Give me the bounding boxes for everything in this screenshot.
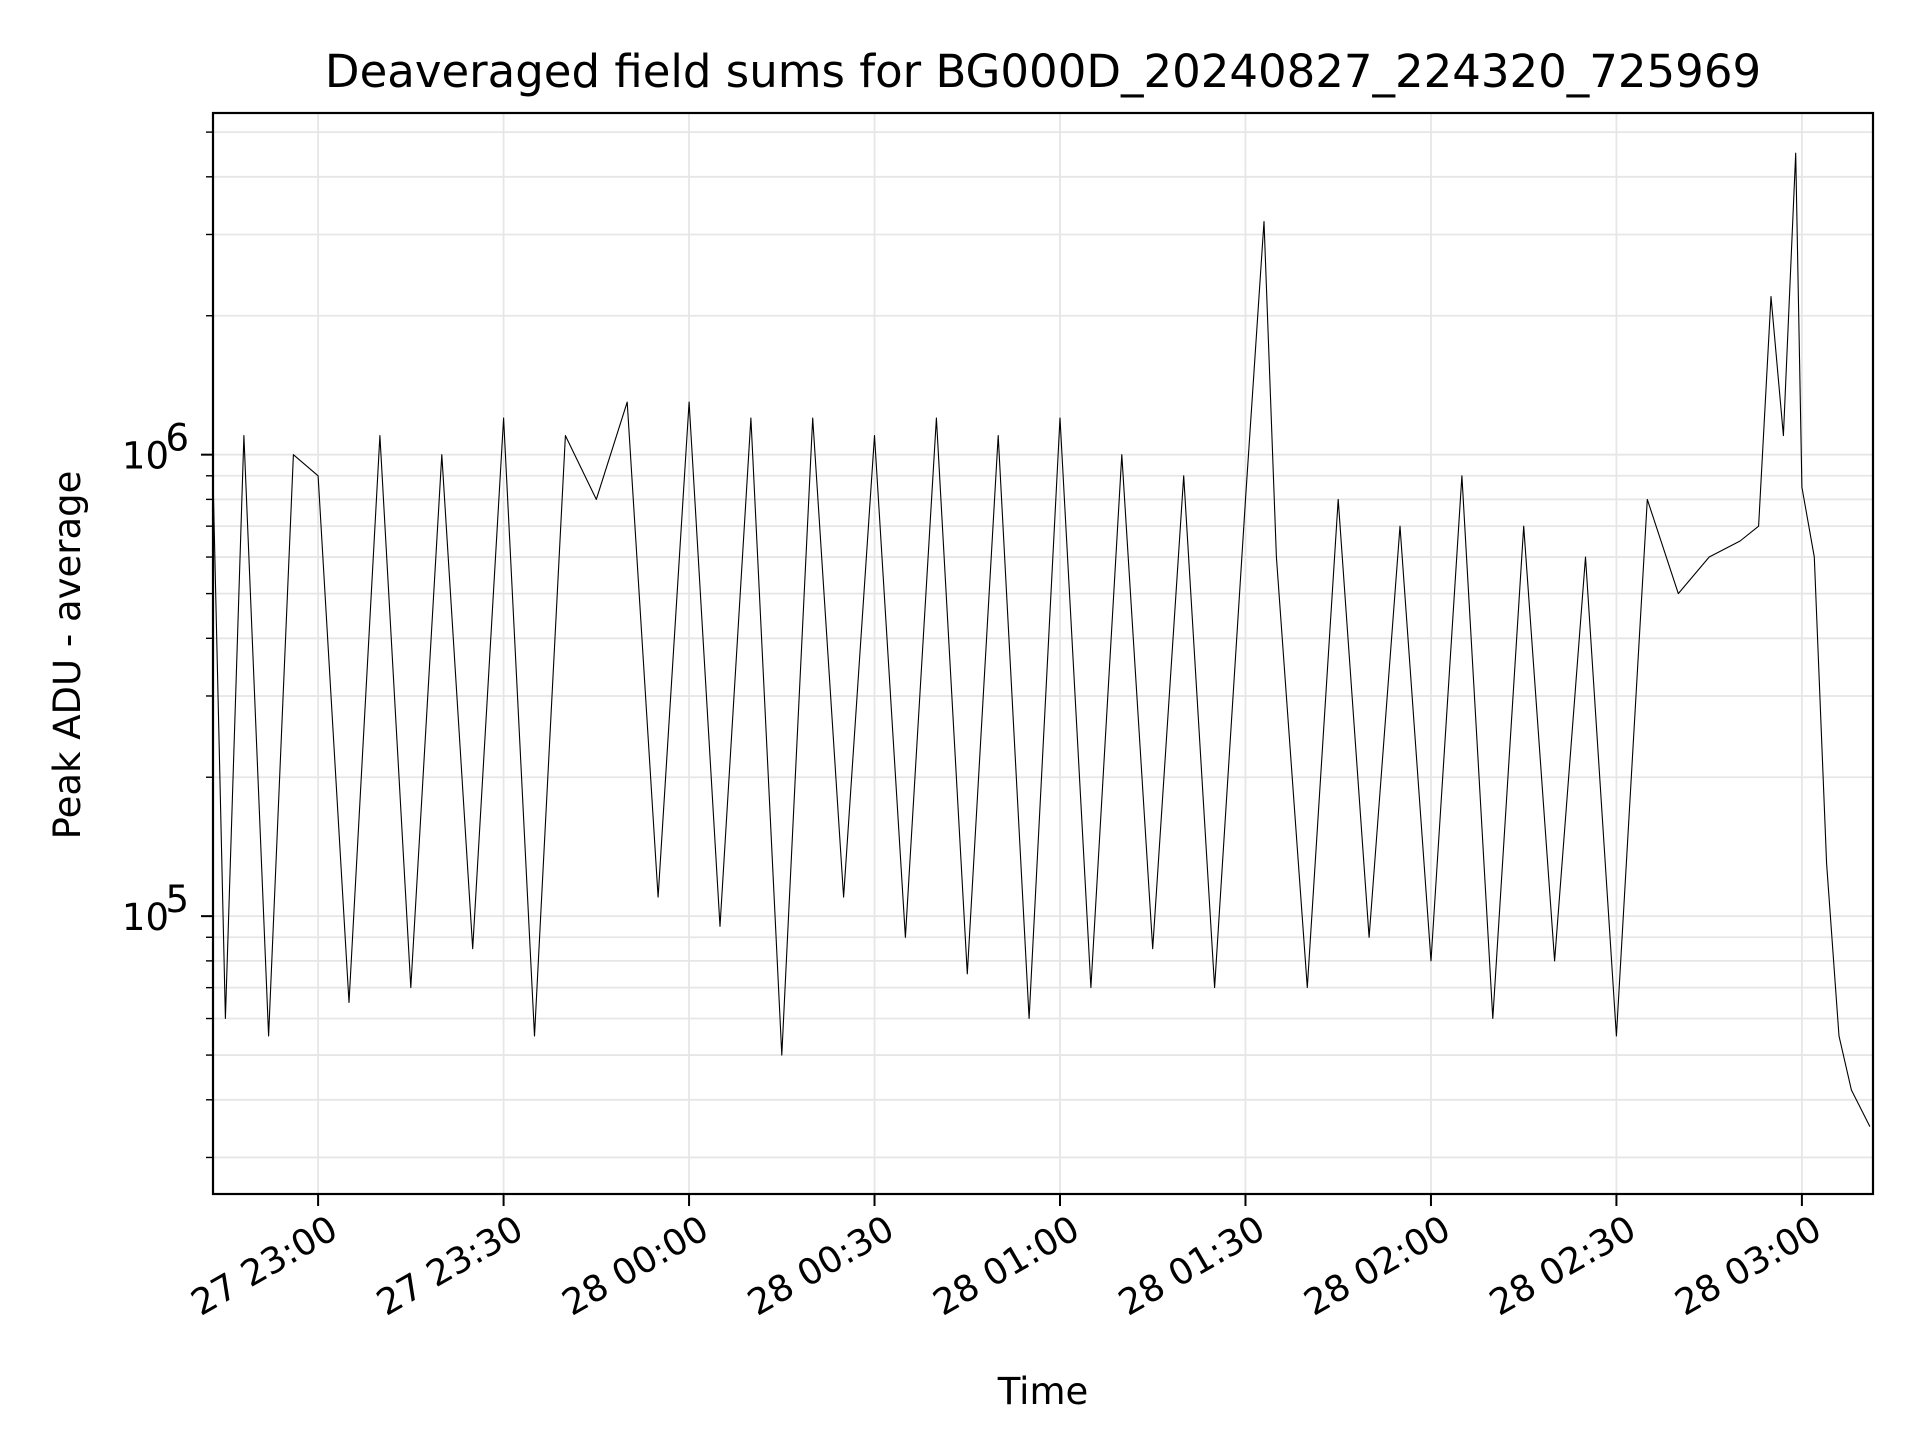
y-tick-label: 10 [122, 896, 169, 939]
grid [213, 113, 1873, 1194]
y-tick-label: 10 [122, 435, 169, 478]
y-tick-exponent: 6 [165, 417, 189, 460]
plot-frame [211, 111, 1875, 1196]
series-line [212, 152, 1871, 1127]
y-axis-label: Peak ADU - average [46, 471, 89, 840]
series-layer [212, 152, 1871, 1127]
x-axis-label: Time [997, 1370, 1089, 1413]
y-tick-exponent: 5 [165, 878, 189, 921]
chart-title: Deaveraged field sums for BG000D_2024082… [325, 45, 1761, 98]
